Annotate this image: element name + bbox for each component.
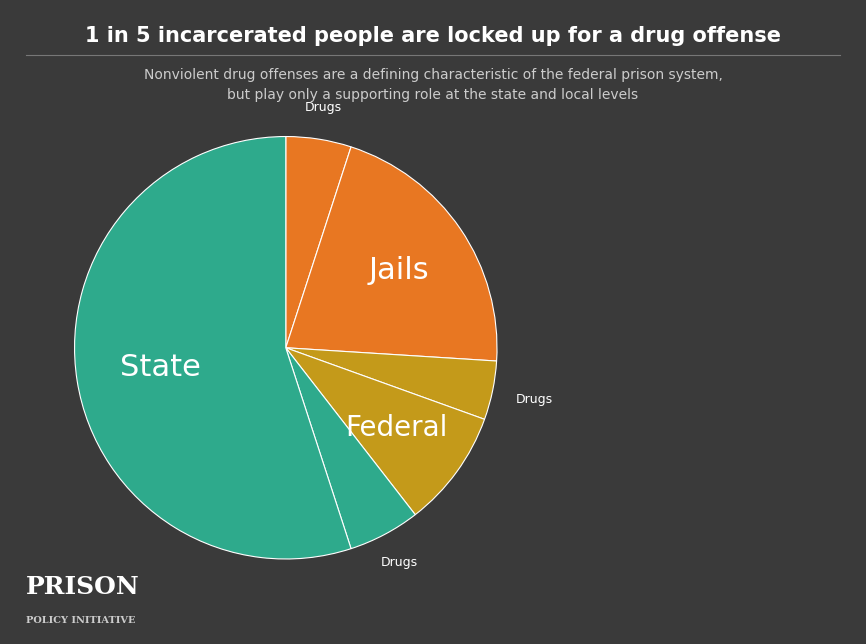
Text: 1 in 5 incarcerated people are locked up for a drug offense: 1 in 5 incarcerated people are locked up… bbox=[85, 26, 781, 46]
Text: State: State bbox=[120, 353, 201, 382]
Wedge shape bbox=[286, 348, 415, 549]
Wedge shape bbox=[286, 147, 497, 361]
Wedge shape bbox=[286, 348, 496, 419]
Text: Drugs: Drugs bbox=[381, 556, 418, 569]
Text: PRISON: PRISON bbox=[26, 575, 139, 599]
Text: Drugs: Drugs bbox=[305, 101, 342, 115]
Text: Nonviolent drug offenses are a defining characteristic of the federal prison sys: Nonviolent drug offenses are a defining … bbox=[144, 68, 722, 102]
Text: POLICY INITIATIVE: POLICY INITIATIVE bbox=[26, 616, 135, 625]
Text: Federal: Federal bbox=[346, 415, 448, 442]
Text: Jails: Jails bbox=[369, 256, 430, 285]
Wedge shape bbox=[286, 137, 351, 348]
Wedge shape bbox=[74, 137, 351, 559]
Text: Drugs: Drugs bbox=[515, 393, 553, 406]
Wedge shape bbox=[286, 348, 484, 515]
